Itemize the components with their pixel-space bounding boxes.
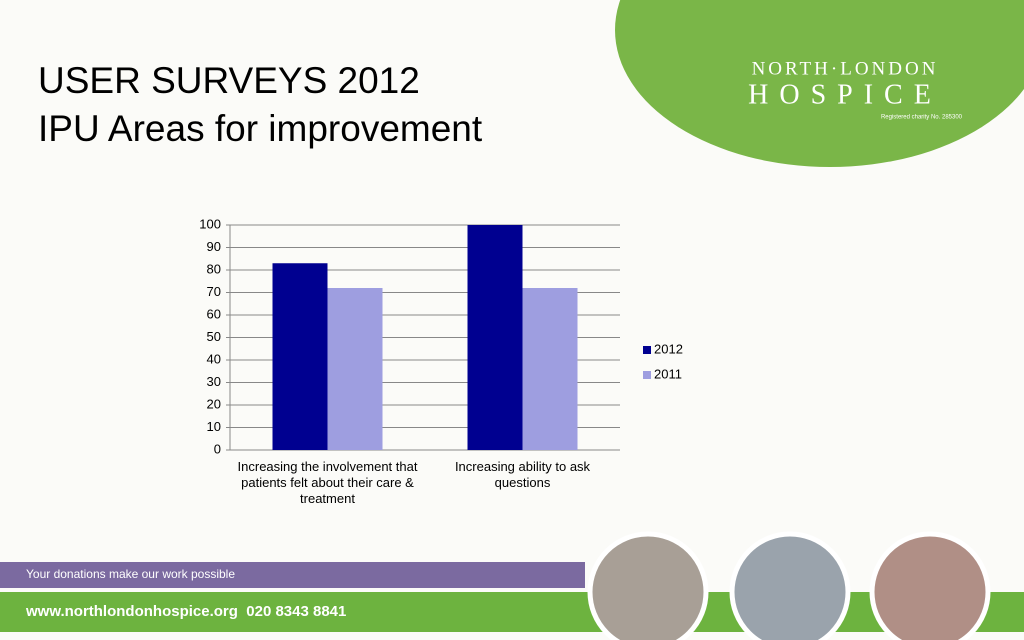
legend-label: 2012 — [654, 341, 683, 356]
x-tick-label: Increasing the involvement that patients… — [237, 459, 418, 506]
photo — [869, 531, 991, 640]
bar — [272, 263, 328, 450]
y-tick-label: 0 — [214, 441, 221, 456]
logo-line: HOSPICE — [748, 79, 942, 110]
y-tick-label: 60 — [207, 306, 221, 321]
logo-note: Registered charity No. 285300 — [881, 115, 963, 121]
y-tick-label: 20 — [207, 396, 221, 411]
y-tick-label: 80 — [207, 261, 221, 276]
title: IPU Areas for improvement — [38, 108, 483, 149]
contact: www.northlondonhospice.org 020 8343 8841 — [25, 603, 346, 620]
logo-line: NORTH·LONDON — [752, 58, 939, 79]
y-tick-label: 90 — [207, 239, 221, 254]
title: USER SURVEYS 2012 — [38, 60, 420, 101]
contact-band — [0, 592, 1024, 632]
y-tick-label: 30 — [207, 374, 221, 389]
legend-swatch — [643, 371, 651, 379]
legend-label: 2011 — [654, 366, 682, 381]
legend-swatch — [643, 346, 651, 354]
y-tick-label: 70 — [207, 284, 221, 299]
logo-arc — [615, 0, 1024, 167]
bar — [522, 288, 578, 450]
bar — [467, 225, 523, 450]
tagline: Your donations make our work possible — [26, 567, 235, 581]
tagline-band — [0, 562, 585, 588]
photo — [587, 531, 709, 640]
y-tick-label: 40 — [207, 351, 221, 366]
y-tick-label: 100 — [199, 216, 221, 231]
x-tick-label: Increasing ability to ask questions — [454, 459, 591, 490]
photo — [729, 531, 851, 640]
bar — [327, 288, 383, 450]
y-tick-label: 10 — [207, 419, 221, 434]
y-tick-label: 50 — [207, 329, 221, 344]
